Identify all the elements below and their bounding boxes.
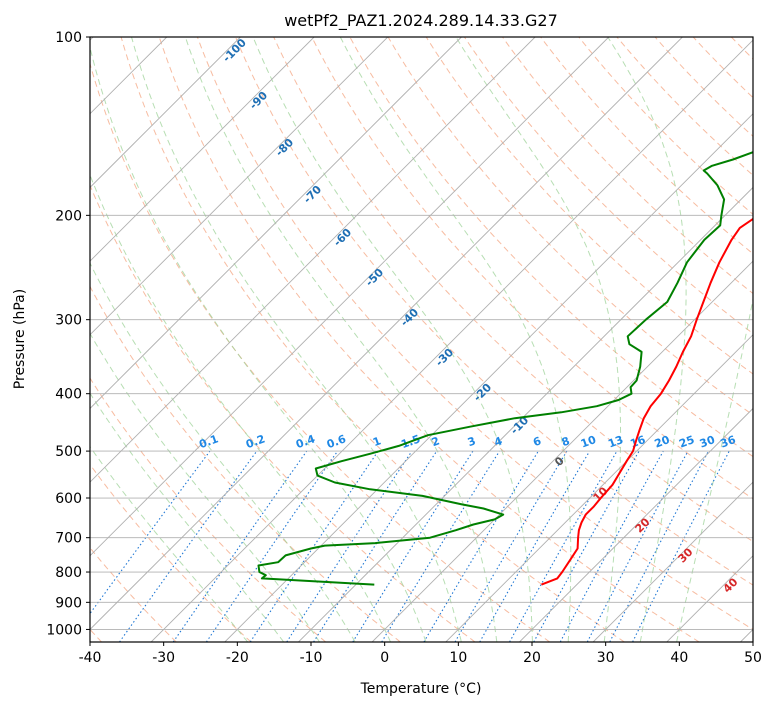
- moist-adiabat-line: [184, 37, 498, 642]
- mixing-ratio-line: [90, 450, 211, 615]
- y-tick-label: 200: [55, 208, 82, 224]
- x-tick-label: -40: [79, 650, 102, 666]
- mixing-ratio-label: 0.2: [244, 432, 267, 451]
- moist-adiabat-line: [676, 296, 753, 642]
- mixing-ratio-line: [533, 450, 640, 642]
- mixing-ratio-line: [205, 450, 338, 642]
- isotherm-line: [90, 37, 241, 189]
- isotherm-line: [90, 37, 536, 483]
- x-tick-label: -10: [300, 650, 323, 666]
- moist-adiabat-line: [90, 45, 427, 642]
- moist-adiabat-line: [90, 445, 249, 642]
- moist-adiabat-line: [90, 332, 320, 642]
- dry-adiabat-line: [502, 37, 753, 295]
- mixing-ratio-line: [313, 450, 438, 642]
- dry-adiabat-line: [90, 377, 327, 642]
- mixing-ratio-line: [172, 450, 308, 642]
- mixing-ratio-label: 6: [531, 434, 543, 449]
- mixing-ratio-label: 2: [430, 434, 442, 449]
- y-tick-label: 600: [55, 491, 82, 507]
- y-axis-label: Pressure (hPa): [12, 289, 28, 389]
- isotherm-line: [90, 37, 389, 336]
- mixing-ratio-label: 13: [606, 433, 625, 450]
- chart-title: wetPf2_PAZ1.2024.289.14.33.G27: [284, 11, 558, 31]
- mixing-ratio-line: [249, 450, 379, 642]
- dry-adiabat-line: [196, 37, 753, 630]
- x-tick-label: -20: [226, 650, 249, 666]
- dry-adiabat-line: [463, 37, 753, 335]
- isotherm-line: [445, 334, 753, 642]
- mixing-ratio-label: 0.6: [325, 432, 348, 451]
- mixing-ratio-label: 16: [628, 433, 647, 451]
- moist-adiabat-line: [252, 37, 533, 642]
- dry-adiabat-line: [90, 463, 252, 642]
- y-tick-label: 400: [55, 387, 82, 403]
- moist-adiabat-line: [90, 392, 285, 642]
- dry-adiabat-line: [273, 37, 753, 543]
- mixing-ratio-label: 30: [698, 433, 717, 451]
- mixing-ratio-line: [509, 450, 618, 642]
- dry-adiabat-line: [90, 62, 551, 642]
- moist-adiabat-line: [90, 173, 392, 642]
- dewpoint-profile-line: [257, 151, 753, 586]
- isotherm-line: [592, 481, 753, 642]
- y-tick-label: 500: [55, 444, 82, 460]
- plot-area: -100-90-80-70-60-50-40-30-20-10010203040…: [90, 37, 753, 642]
- isotherm-line: [90, 37, 610, 557]
- mixing-ratio-label: 1: [371, 434, 383, 449]
- moist-adiabat-line: [339, 37, 572, 642]
- isotherm-line: [90, 37, 315, 262]
- dry-adiabat-line: [120, 37, 625, 642]
- dry-adiabat-line: [311, 37, 753, 500]
- y-tick-label: 900: [55, 595, 82, 611]
- isotherm-grid: [90, 37, 753, 642]
- mixing-ratio-line: [381, 450, 500, 642]
- mixing-ratio-label: 8: [560, 434, 572, 449]
- mixing-ratio-line: [632, 450, 730, 642]
- mixing-ratio-label: 25: [677, 433, 696, 450]
- isotherm-line: [519, 407, 753, 642]
- isotherm-line: [90, 37, 683, 631]
- mixing-ratio-line: [286, 450, 413, 642]
- isotherm-line: [90, 37, 462, 410]
- profile-series: [257, 151, 753, 586]
- x-tick-label: 40: [670, 650, 688, 666]
- y-tick-label: 700: [55, 531, 82, 547]
- mixing-ratio-line: [559, 450, 664, 642]
- isotherm-line: [150, 39, 753, 642]
- dry-adiabat-line: [158, 37, 700, 642]
- moist-adiabat-line: [90, 261, 356, 642]
- isotherm-line: [224, 113, 753, 642]
- y-tick-label: 100: [55, 30, 82, 46]
- x-axis-ticks: -40 -30 -20 -10 0 10 20 30 40 50: [79, 642, 762, 666]
- mixing-ratio-label: 3: [466, 434, 478, 449]
- x-tick-label: -30: [152, 650, 175, 666]
- temperature-profile-line: [541, 217, 753, 586]
- y-tick-label: 300: [55, 313, 82, 329]
- x-tick-label: 0: [380, 650, 389, 666]
- plot-frame: [89, 36, 754, 643]
- x-tick-label: 50: [744, 650, 762, 666]
- y-tick-label: 800: [55, 565, 82, 581]
- mixing-ratio-line: [119, 450, 258, 642]
- isotherm-line: [371, 260, 753, 642]
- x-tick-label: 20: [523, 650, 541, 666]
- y-axis-ticks: 100 200 300 400 500 600 700 800 900 1000: [46, 30, 90, 638]
- mixing-ratio-label: 20: [653, 433, 672, 451]
- x-tick-label: 10: [449, 650, 467, 666]
- moist-adiabat-line: [131, 37, 462, 642]
- mixing-ratio-lines: [90, 450, 730, 642]
- mixing-ratio-label: 10: [579, 433, 598, 451]
- moist-adiabat-line: [607, 37, 687, 642]
- x-tick-label: 30: [597, 650, 615, 666]
- y-tick-label: 1000: [46, 622, 82, 638]
- mixing-ratio-label: 36: [719, 433, 738, 451]
- x-axis-label: Temperature (°C): [360, 681, 482, 697]
- mixing-ratio-label: 4: [492, 434, 504, 449]
- mixing-ratio-label: 0.4: [294, 432, 317, 451]
- mixing-ratio-label: 0.1: [197, 432, 220, 451]
